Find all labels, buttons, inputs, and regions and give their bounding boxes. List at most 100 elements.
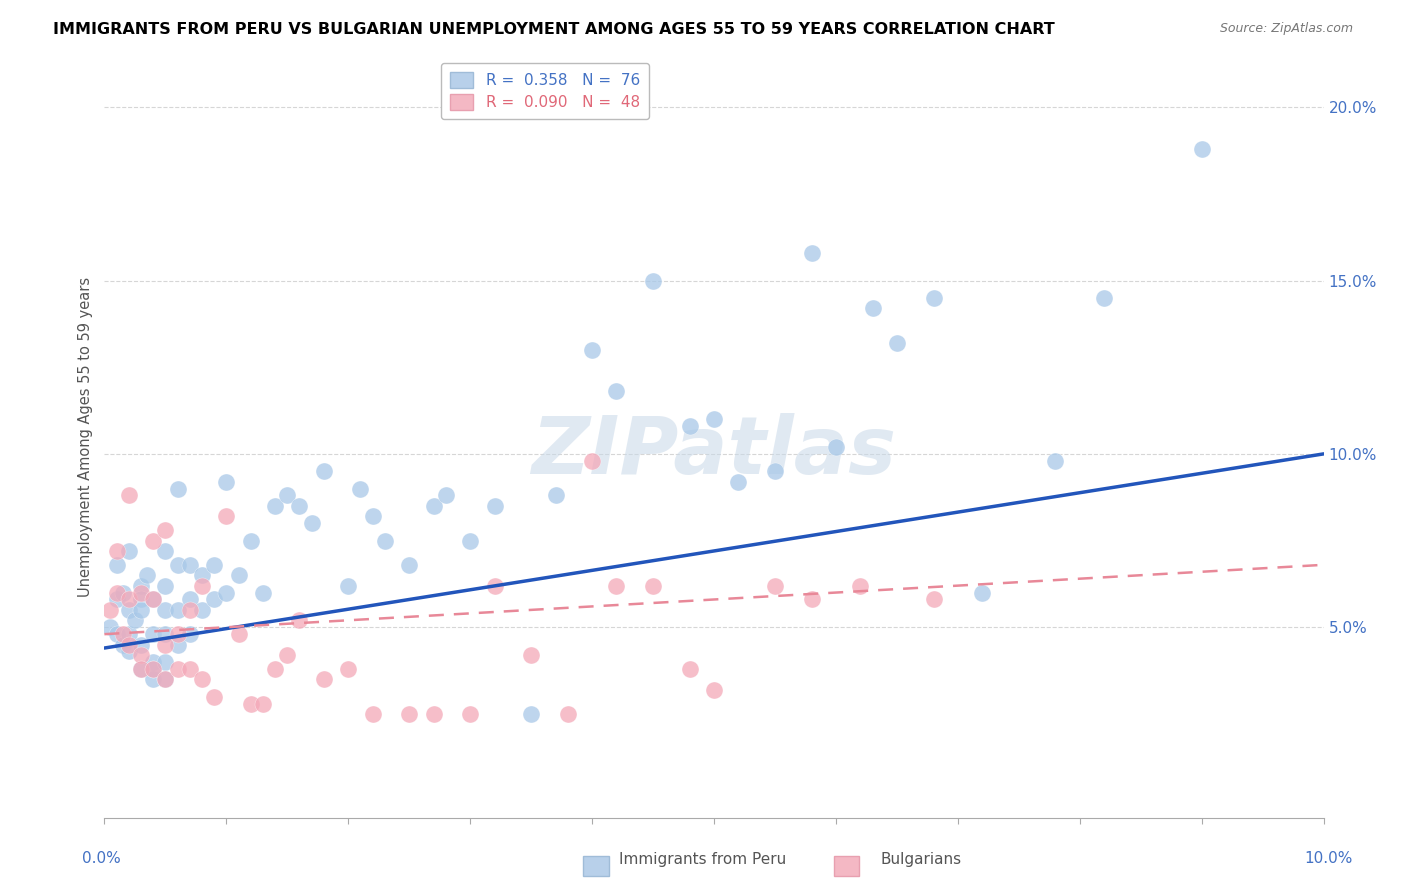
Point [1191, 142, 1213, 156]
Point [155, 627, 177, 641]
Point [179, 603, 201, 617]
Point [155, 579, 177, 593]
Point [239, 697, 262, 711]
Point [166, 638, 188, 652]
Point [557, 706, 579, 721]
Point [179, 558, 201, 572]
Point [100, 603, 122, 617]
Text: 0.0%: 0.0% [82, 852, 121, 866]
Point [105, 558, 128, 572]
Point [922, 291, 945, 305]
Point [142, 662, 165, 676]
Point [155, 672, 177, 686]
Point [727, 475, 749, 489]
Point [129, 603, 152, 617]
Point [215, 475, 238, 489]
Point [800, 245, 823, 260]
Point [862, 301, 884, 316]
Point [458, 706, 481, 721]
Point [202, 690, 225, 704]
Point [312, 464, 335, 478]
Point [166, 482, 188, 496]
Point [111, 585, 134, 599]
Point [288, 499, 311, 513]
Point [337, 662, 360, 676]
Point [118, 488, 141, 502]
Point [252, 697, 274, 711]
Point [191, 579, 214, 593]
Point [129, 648, 152, 662]
Point [276, 488, 298, 502]
Point [434, 488, 457, 502]
Point [129, 638, 152, 652]
Point [361, 706, 384, 721]
Point [374, 533, 396, 548]
Point [166, 627, 188, 641]
Point [520, 706, 543, 721]
Point [484, 499, 506, 513]
Point [679, 419, 702, 434]
Point [202, 558, 225, 572]
Text: Immigrants from Peru: Immigrants from Peru [620, 852, 786, 867]
Point [142, 627, 165, 641]
Point [142, 592, 165, 607]
Point [349, 482, 371, 496]
Point [763, 579, 786, 593]
Point [166, 558, 188, 572]
Point [312, 672, 335, 686]
Text: ZIPatlas: ZIPatlas [531, 413, 897, 491]
Point [679, 662, 702, 676]
Point [215, 509, 238, 524]
Point [581, 343, 603, 357]
Point [641, 579, 664, 593]
Point [581, 454, 603, 468]
Point [179, 627, 201, 641]
Point [605, 579, 627, 593]
Point [763, 464, 786, 478]
Text: IMMIGRANTS FROM PERU VS BULGARIAN UNEMPLOYMENT AMONG AGES 55 TO 59 YEARS CORRELA: IMMIGRANTS FROM PERU VS BULGARIAN UNEMPL… [53, 22, 1054, 37]
Legend: R =  0.358   N =  76, R =  0.090   N =  48: R = 0.358 N = 76, R = 0.090 N = 48 [441, 62, 650, 120]
Point [155, 523, 177, 537]
Text: Source: ZipAtlas.com: Source: ZipAtlas.com [1219, 22, 1353, 36]
Point [215, 585, 238, 599]
Point [129, 592, 152, 607]
Point [191, 672, 214, 686]
Point [105, 585, 128, 599]
Point [142, 662, 165, 676]
Point [129, 579, 152, 593]
Point [179, 592, 201, 607]
Point [398, 706, 420, 721]
Point [641, 273, 664, 287]
Y-axis label: Unemployment Among Ages 55 to 59 years: Unemployment Among Ages 55 to 59 years [79, 277, 93, 597]
Point [142, 672, 165, 686]
Point [520, 648, 543, 662]
Point [191, 568, 214, 582]
Point [301, 516, 323, 531]
Point [1092, 291, 1115, 305]
Point [972, 585, 994, 599]
Point [142, 533, 165, 548]
Point [129, 662, 152, 676]
Point [105, 627, 128, 641]
Point [166, 662, 188, 676]
Point [276, 648, 298, 662]
Point [202, 592, 225, 607]
Point [361, 509, 384, 524]
Point [129, 585, 152, 599]
Point [155, 544, 177, 558]
Point [142, 655, 165, 669]
Point [544, 488, 567, 502]
Point [166, 603, 188, 617]
Point [136, 568, 159, 582]
Point [800, 592, 823, 607]
Point [118, 638, 141, 652]
Point [118, 544, 141, 558]
Point [703, 682, 725, 697]
Point [422, 499, 444, 513]
Point [886, 335, 908, 350]
Point [118, 592, 141, 607]
Point [264, 662, 287, 676]
Point [228, 627, 250, 641]
Point [142, 592, 165, 607]
Point [155, 672, 177, 686]
